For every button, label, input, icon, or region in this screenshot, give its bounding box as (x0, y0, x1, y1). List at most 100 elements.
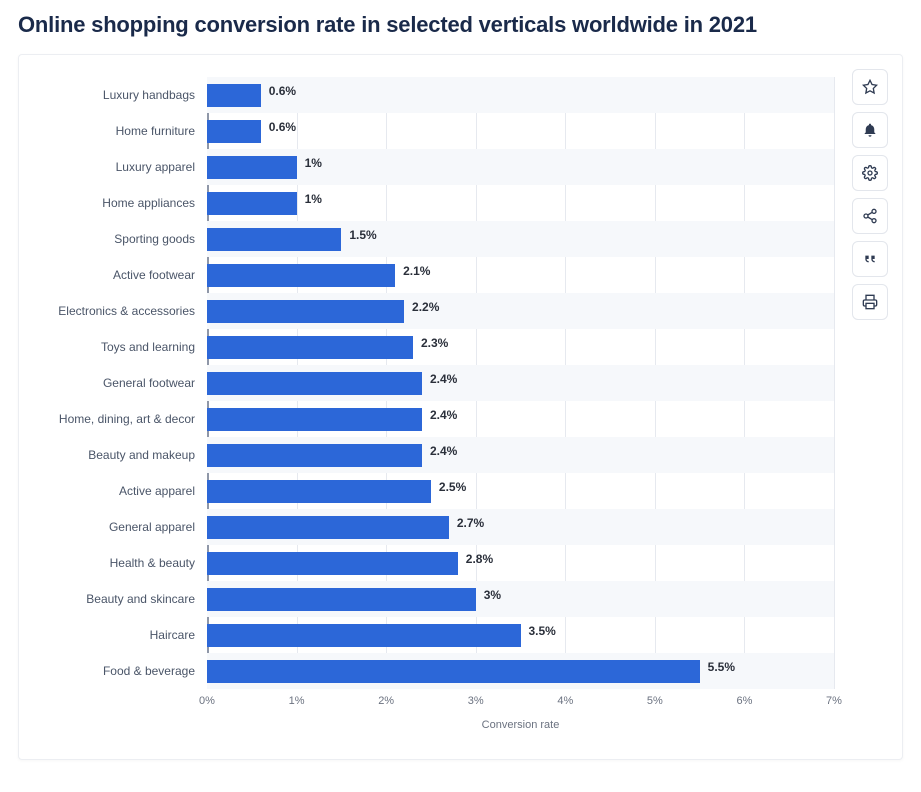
x-axis-title: Conversion rate (482, 719, 560, 731)
category-label: Toys and learning (37, 340, 207, 354)
category-label: General apparel (37, 520, 207, 534)
category-label: Beauty and skincare (37, 592, 207, 606)
category-label: Home, dining, art & decor (37, 412, 207, 426)
bar-cell: 2.8% (207, 545, 834, 581)
value-label: 1% (305, 156, 322, 170)
bar-cell: 3% (207, 581, 834, 617)
bar[interactable]: 2.4% (207, 372, 422, 395)
value-label: 2.4% (430, 372, 457, 386)
chart-row: Beauty and makeup2.4% (37, 437, 834, 473)
chart-row: Active apparel2.5% (37, 473, 834, 509)
bar[interactable]: 2.4% (207, 444, 422, 467)
value-label: 3.5% (529, 624, 556, 638)
chart-row: Sporting goods1.5% (37, 221, 834, 257)
category-label: Luxury handbags (37, 88, 207, 102)
bar-cell: 0.6% (207, 77, 834, 113)
value-label: 2.2% (412, 300, 439, 314)
bar-cell: 2.2% (207, 293, 834, 329)
bar[interactable]: 3.5% (207, 624, 521, 647)
quote-icon (862, 251, 878, 267)
chart-row: Home appliances1% (37, 185, 834, 221)
bar-cell: 3.5% (207, 617, 834, 653)
bar[interactable]: 2.8% (207, 552, 458, 575)
value-label: 2.4% (430, 444, 457, 458)
bar-cell: 5.5% (207, 653, 834, 689)
value-label: 1.5% (349, 228, 376, 242)
chart-row: Home, dining, art & decor2.4% (37, 401, 834, 437)
bar[interactable]: 3% (207, 588, 476, 611)
category-label: Sporting goods (37, 232, 207, 246)
bar[interactable]: 0.6% (207, 84, 261, 107)
value-label: 3% (484, 588, 501, 602)
chart-row: General apparel2.7% (37, 509, 834, 545)
value-label: 2.1% (403, 264, 430, 278)
bell-icon (862, 122, 878, 138)
category-label: Active apparel (37, 484, 207, 498)
notify-button[interactable] (852, 112, 888, 148)
value-label: 0.6% (269, 84, 296, 98)
category-label: Home furniture (37, 124, 207, 138)
bar-cell: 0.6% (207, 113, 834, 149)
bar[interactable]: 2.1% (207, 264, 395, 287)
favorite-button[interactable] (852, 69, 888, 105)
bar-cell: 2.3% (207, 329, 834, 365)
x-tick-label: 2% (378, 695, 394, 707)
bar[interactable]: 5.5% (207, 660, 700, 683)
category-label: Health & beauty (37, 556, 207, 570)
bar[interactable]: 2.4% (207, 408, 422, 431)
plot-area: Luxury handbags0.6%Home furniture0.6%Lux… (37, 77, 834, 689)
chart-row: General footwear2.4% (37, 365, 834, 401)
x-tick-label: 7% (826, 695, 842, 707)
settings-button[interactable] (852, 155, 888, 191)
bar-cell: 1.5% (207, 221, 834, 257)
value-label: 2.4% (430, 408, 457, 422)
bar[interactable]: 1% (207, 192, 297, 215)
bar-cell: 2.4% (207, 401, 834, 437)
bar-cell: 2.7% (207, 509, 834, 545)
chart-row: Luxury apparel1% (37, 149, 834, 185)
chart-row: Haircare3.5% (37, 617, 834, 653)
bar[interactable]: 2.5% (207, 480, 431, 503)
category-label: Luxury apparel (37, 160, 207, 174)
value-label: 1% (305, 192, 322, 206)
chart-row: Electronics & accessories2.2% (37, 293, 834, 329)
bar[interactable]: 2.7% (207, 516, 449, 539)
x-tick-label: 3% (468, 695, 484, 707)
gear-icon (862, 165, 878, 181)
bar[interactable]: 1.5% (207, 228, 341, 251)
x-tick-label: 1% (289, 695, 305, 707)
chart-card: Luxury handbags0.6%Home furniture0.6%Lux… (18, 54, 903, 760)
category-label: Beauty and makeup (37, 448, 207, 462)
bar[interactable]: 1% (207, 156, 297, 179)
chart-row: Food & beverage5.5% (37, 653, 834, 689)
x-tick-label: 4% (557, 695, 573, 707)
x-tick-label: 0% (199, 695, 215, 707)
bar-cell: 2.4% (207, 437, 834, 473)
category-label: Electronics & accessories (37, 304, 207, 318)
print-button[interactable] (852, 284, 888, 320)
chart-row: Home furniture0.6% (37, 113, 834, 149)
bar[interactable]: 2.3% (207, 336, 413, 359)
value-label: 2.7% (457, 516, 484, 530)
category-label: Haircare (37, 628, 207, 642)
chart-row: Luxury handbags0.6% (37, 77, 834, 113)
x-tick-label: 5% (647, 695, 663, 707)
chart-title: Online shopping conversion rate in selec… (18, 12, 903, 38)
value-label: 2.8% (466, 552, 493, 566)
x-tick-label: 6% (736, 695, 752, 707)
bar-cell: 1% (207, 185, 834, 221)
bar[interactable]: 0.6% (207, 120, 261, 143)
cite-button[interactable] (852, 241, 888, 277)
print-icon (862, 294, 878, 310)
chart-plot: Luxury handbags0.6%Home furniture0.6%Lux… (37, 77, 834, 731)
bar[interactable]: 2.2% (207, 300, 404, 323)
value-label: 5.5% (708, 660, 735, 674)
value-label: 2.3% (421, 336, 448, 350)
share-button[interactable] (852, 198, 888, 234)
bar-cell: 2.5% (207, 473, 834, 509)
value-label: 0.6% (269, 120, 296, 134)
category-label: General footwear (37, 376, 207, 390)
chart-row: Toys and learning2.3% (37, 329, 834, 365)
value-label: 2.5% (439, 480, 466, 494)
category-label: Food & beverage (37, 664, 207, 678)
